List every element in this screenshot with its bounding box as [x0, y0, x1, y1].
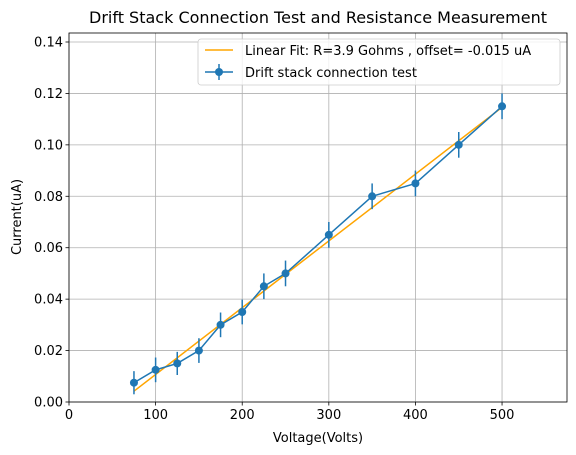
plot-frame [68, 32, 568, 403]
y-axis-label: Current(uA) [10, 179, 25, 255]
data-series [129, 93, 507, 395]
data-point [454, 140, 463, 149]
y-tick-label: 0.02 [34, 344, 63, 359]
legend: Linear Fit: R=3.9 Gohms , offset= -0.015… [197, 38, 561, 86]
data-point [129, 378, 138, 387]
plot-content [129, 93, 507, 395]
data-point [498, 102, 507, 111]
x-tick-label: 0 [65, 408, 73, 423]
legend-data-marker [215, 68, 223, 76]
data-point [259, 282, 268, 291]
y-tick-label: 0.06 [34, 241, 63, 256]
x-axis-label: Voltage(Volts) [273, 431, 363, 446]
legend-data-label: Drift stack connection test [245, 66, 417, 81]
data-point [368, 192, 377, 201]
data-point [281, 269, 290, 278]
legend-box [197, 38, 561, 86]
y-tick-label: 0.00 [34, 396, 63, 411]
y-tick-label: 0.04 [34, 293, 63, 308]
data-point [324, 230, 333, 239]
axis-ticks: 0 100 200 300 400 500 0.00 0.02 0.04 0.06 0.08 0.10… [34, 36, 514, 424]
x-tick-label: 200 [230, 408, 255, 423]
y-tick-label: 0.08 [34, 190, 63, 205]
x-tick-label: 400 [403, 408, 428, 423]
data-point [173, 359, 182, 368]
x-tick-label: 300 [316, 408, 341, 423]
x-tick-label: 100 [143, 408, 168, 423]
y-tick-label: 0.12 [34, 87, 63, 102]
fit-line [133, 106, 503, 392]
legend-fit-label: Linear Fit: R=3.9 Gohms , offset= -0.015… [245, 44, 531, 59]
data-point [216, 320, 225, 329]
data-point [194, 346, 203, 355]
data-point [411, 179, 420, 188]
y-tick-label: 0.14 [34, 36, 63, 51]
chart-title: Drift Stack Connection Test and Resistan… [89, 8, 547, 27]
y-tick-label: 0.10 [34, 138, 63, 153]
data-point [151, 365, 160, 374]
x-tick-label: 500 [490, 408, 515, 423]
data-point [238, 308, 247, 316]
